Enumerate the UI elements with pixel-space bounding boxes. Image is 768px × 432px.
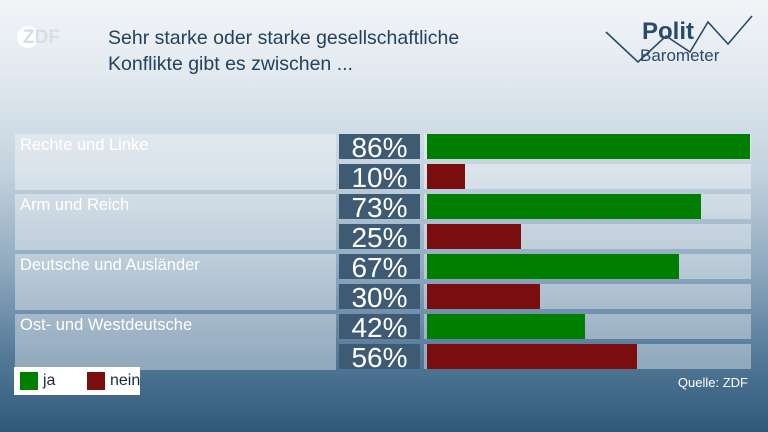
bar-track — [424, 164, 751, 189]
category-row-background — [15, 254, 336, 310]
bar-nein — [427, 224, 521, 249]
zdf-logo-mark — [17, 26, 39, 48]
legend: ja nein — [14, 367, 140, 395]
legend-label-ja: ja — [43, 372, 56, 389]
value-label-nein: 25% — [339, 224, 420, 252]
bar-nein — [427, 344, 638, 369]
zdf-logo-text: ZDF — [23, 27, 60, 48]
legend-swatch-nein — [87, 372, 105, 390]
value-label-ja: 42% — [339, 314, 420, 342]
bar-ja — [427, 254, 679, 279]
value-label-nein: 10% — [339, 164, 420, 192]
legend-label-nein: nein — [110, 372, 141, 389]
bar-ja — [427, 134, 750, 159]
category-label: Deutsche und Ausländer — [20, 256, 200, 274]
politbarometer-line-mark — [605, 15, 753, 64]
chart-title-line-2: Konflikte gibt es zwischen ... — [108, 53, 353, 75]
legend-swatch-ja — [20, 372, 38, 390]
politbarometer-logo-line-1: Polit — [642, 18, 694, 45]
category-label: Arm und Reich — [20, 196, 130, 214]
politbarometer-logo-line-2: Barometer — [640, 46, 720, 65]
value-label-nein: 30% — [339, 284, 420, 312]
category-label: Ost- und Westdeutsche — [20, 316, 193, 334]
politbarometer-logo: Polit Barometer — [604, 14, 754, 78]
value-label-ja: 67% — [339, 254, 420, 282]
value-label-ja: 86% — [339, 134, 420, 162]
value-label-nein: 56% — [339, 344, 420, 372]
bar-ja — [427, 194, 702, 219]
value-label-ja: 73% — [339, 194, 420, 222]
chart-title-line-1: Sehr starke oder starke gesellschaftlich… — [108, 27, 460, 49]
bar-ja — [427, 314, 585, 339]
zdf-logo: ZDF — [17, 26, 79, 48]
source-note: Quelle: ZDF — [677, 375, 748, 390]
chart-title: Sehr starke oder starke gesellschaftlich… — [108, 25, 459, 77]
category-row-background — [15, 194, 336, 250]
bar-nein — [427, 164, 465, 189]
category-row-background — [15, 314, 336, 370]
bar-nein — [427, 284, 540, 309]
category-row-background — [15, 134, 336, 190]
category-label: Rechte und Linke — [20, 136, 149, 154]
